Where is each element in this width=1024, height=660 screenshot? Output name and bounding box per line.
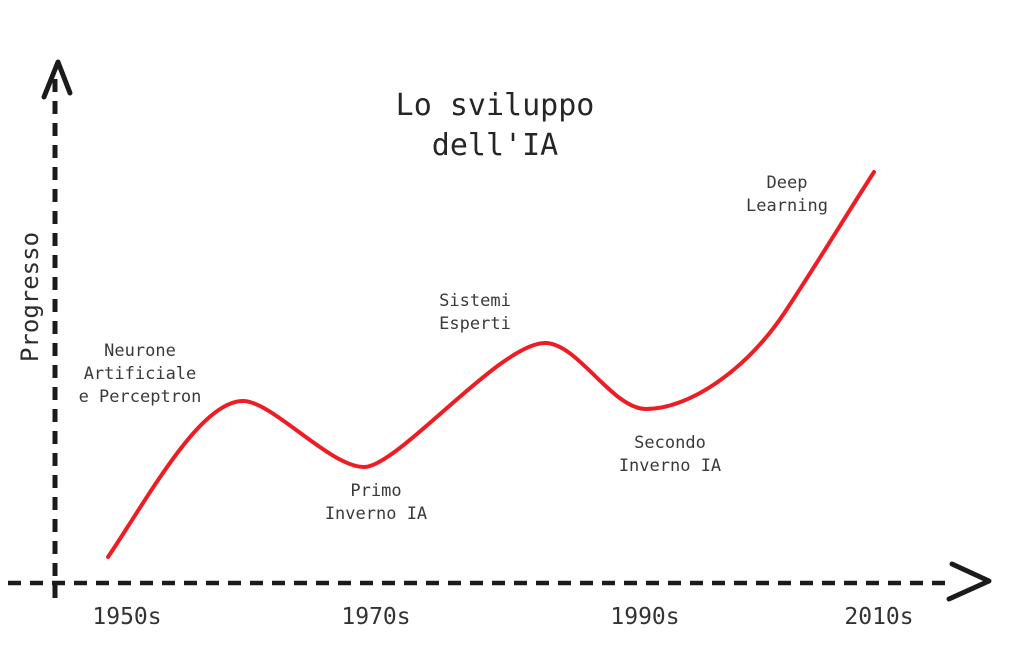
y-axis-label: Progresso [16,231,44,363]
x-tick-1990s: 1990s [610,604,680,630]
annotation-expert-systems: Sistemi Esperti [439,291,511,334]
annotation-deep-learning: Deep Learning [746,173,828,216]
x-tick-2010s: 2010s [844,604,914,630]
x-tick-1950s: 1950s [92,604,162,630]
x-axis-arrow-icon [946,561,992,602]
annotation-perceptron: Neurone Artificiale e Perceptron [78,341,202,407]
annotation-first-ai-winter: Primo Inverno IA [324,481,428,524]
x-tick-1970s: 1970s [341,604,411,630]
annotation-second-ai-winter: Secondo Inverno IA [618,433,722,476]
progress-curve [106,170,876,559]
y-axis-arrow-icon [41,59,73,100]
chart-title: Lo sviluppo dell'IA [395,88,595,163]
